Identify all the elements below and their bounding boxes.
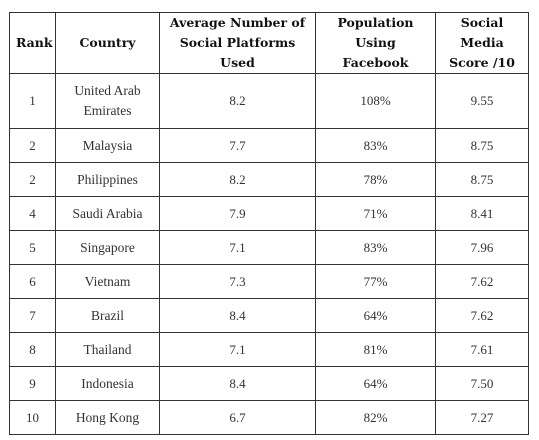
cell-facebook: 64%: [315, 298, 436, 333]
header-avg-platforms: Average Number of Social Platforms Used: [159, 12, 316, 74]
cell-avg-platforms: 8.4: [159, 366, 316, 401]
cell-country: Hong Kong: [55, 400, 160, 435]
cell-country: Saudi Arabia: [55, 196, 160, 231]
cell-country: Thailand: [55, 332, 160, 367]
table-row: 7 Brazil 8.4 64% 7.62: [9, 298, 529, 333]
cell-facebook: 77%: [315, 264, 436, 299]
cell-rank: 2: [9, 128, 56, 163]
header-facebook: Population Using Facebook: [315, 12, 436, 74]
cell-rank: 7: [9, 298, 56, 333]
cell-rank: 1: [9, 73, 56, 129]
cell-avg-platforms: 7.1: [159, 230, 316, 265]
cell-rank: 6: [9, 264, 56, 299]
cell-rank: 2: [9, 162, 56, 197]
cell-score: 8.75: [435, 128, 529, 163]
cell-country: Malaysia: [55, 128, 160, 163]
cell-score: 8.41: [435, 196, 529, 231]
cell-rank: 4: [9, 196, 56, 231]
header-rank: Rank: [9, 12, 56, 74]
cell-score: 7.96: [435, 230, 529, 265]
cell-avg-platforms: 7.9: [159, 196, 316, 231]
cell-score: 7.62: [435, 298, 529, 333]
table-row: 8 Thailand 7.1 81% 7.61: [9, 332, 529, 367]
cell-country: Indonesia: [55, 366, 160, 401]
cell-facebook: 108%: [315, 73, 436, 129]
cell-score: 7.62: [435, 264, 529, 299]
cell-avg-platforms: 8.2: [159, 73, 316, 129]
cell-rank: 8: [9, 332, 56, 367]
cell-avg-platforms: 7.7: [159, 128, 316, 163]
cell-country: Vietnam: [55, 264, 160, 299]
cell-facebook: 83%: [315, 128, 436, 163]
cell-facebook: 81%: [315, 332, 436, 367]
cell-country: United Arab Emirates: [55, 73, 160, 129]
cell-country: Philippines: [55, 162, 160, 197]
table-row: 5 Singapore 7.1 83% 7.96: [9, 230, 529, 265]
table-row: 10 Hong Kong 6.7 82% 7.27: [9, 400, 529, 435]
table-row: 2 Philippines 8.2 78% 8.75: [9, 162, 529, 197]
header-row: Rank Country Average Number of Social Pl…: [9, 12, 529, 74]
table-row: 2 Malaysia 7.7 83% 8.75: [9, 128, 529, 163]
header-country: Country: [55, 12, 160, 74]
cell-rank: 5: [9, 230, 56, 265]
cell-score: 7.27: [435, 400, 529, 435]
social-media-ranking-table: Rank Country Average Number of Social Pl…: [9, 12, 529, 435]
cell-country: Singapore: [55, 230, 160, 265]
table-row: 9 Indonesia 8.4 64% 7.50: [9, 366, 529, 401]
cell-score: 8.75: [435, 162, 529, 197]
cell-avg-platforms: 8.4: [159, 298, 316, 333]
table-body: 1 United Arab Emirates 8.2 108% 9.55 2 M…: [9, 73, 529, 435]
cell-facebook: 71%: [315, 196, 436, 231]
table-row: 6 Vietnam 7.3 77% 7.62: [9, 264, 529, 299]
cell-avg-platforms: 6.7: [159, 400, 316, 435]
table-row: 1 United Arab Emirates 8.2 108% 9.55: [9, 73, 529, 129]
ranking-table-container: Rank Country Average Number of Social Pl…: [9, 12, 529, 435]
cell-rank: 9: [9, 366, 56, 401]
header-score: Social Media Score /10: [435, 12, 529, 74]
cell-facebook: 64%: [315, 366, 436, 401]
cell-facebook: 83%: [315, 230, 436, 265]
cell-score: 7.50: [435, 366, 529, 401]
cell-score: 9.55: [435, 73, 529, 129]
cell-avg-platforms: 7.3: [159, 264, 316, 299]
cell-avg-platforms: 7.1: [159, 332, 316, 367]
cell-rank: 10: [9, 400, 56, 435]
table-row: 4 Saudi Arabia 7.9 71% 8.41: [9, 196, 529, 231]
cell-score: 7.61: [435, 332, 529, 367]
table-header: Rank Country Average Number of Social Pl…: [9, 12, 529, 74]
cell-facebook: 78%: [315, 162, 436, 197]
cell-avg-platforms: 8.2: [159, 162, 316, 197]
cell-facebook: 82%: [315, 400, 436, 435]
cell-country: Brazil: [55, 298, 160, 333]
